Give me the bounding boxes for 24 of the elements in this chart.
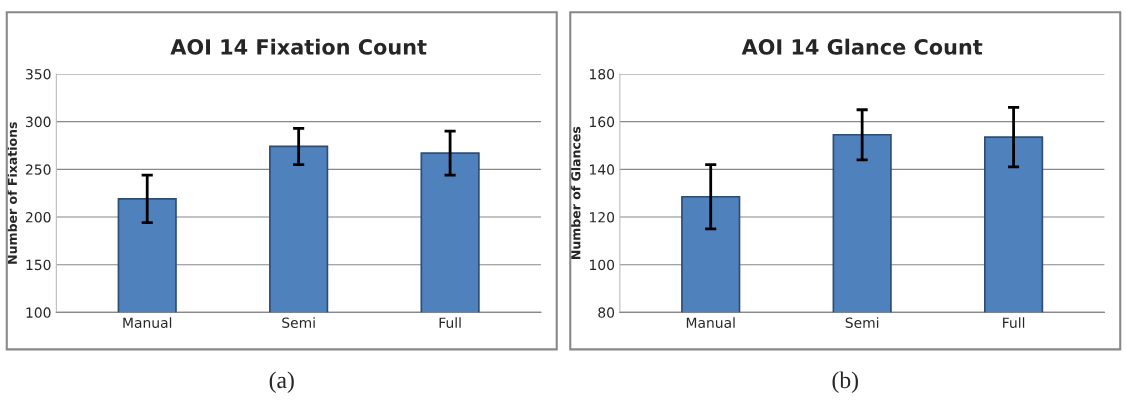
chart-title: AOI 14 Fixation Count [170, 38, 427, 55]
chart-title: AOI 14 Glance Count [741, 38, 983, 55]
x-tick-label: Full [439, 317, 461, 328]
y-tick-label: 120 [590, 211, 615, 223]
y-tick-label: 200 [26, 211, 51, 223]
y-tick-label: 300 [26, 116, 51, 128]
text: (b) [832, 371, 858, 393]
y-tick-label: 100 [590, 259, 615, 271]
x-tick-label: Manual [686, 317, 735, 328]
y-tick-label: 180 [590, 68, 615, 80]
y-axis-title: Number of Fixations [7, 122, 17, 264]
text: (a) [269, 371, 294, 393]
y-axis-title: Number of Glances [570, 126, 581, 259]
x-tick-label: Semi [845, 317, 879, 328]
x-tick-label: Manual [123, 317, 172, 328]
y-tick-label: 150 [26, 259, 51, 271]
y-tick-label: 100 [26, 307, 51, 318]
x-tick-label: Semi [282, 317, 315, 328]
y-tick-label: 250 [26, 164, 51, 175]
y-tick-label: 80 [598, 307, 615, 318]
y-tick-label: 140 [590, 164, 615, 175]
y-tick-label: 160 [590, 116, 615, 128]
x-tick-label: Full [1003, 317, 1025, 328]
y-tick-label: 350 [26, 68, 51, 80]
